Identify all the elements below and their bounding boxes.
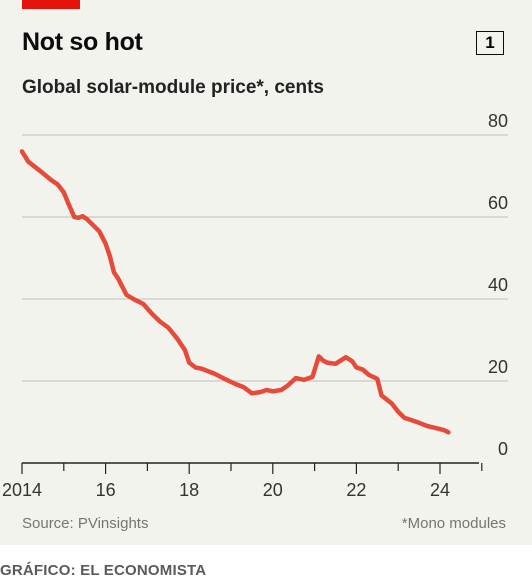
chart-number-badge: 1 [476,31,504,55]
chart-title: Not so hot [22,28,143,56]
chart-panel: Not so hot 1 Global solar-module price*,… [0,0,532,545]
brand-accent-bar [22,0,80,9]
x-tick-label: 2014 [2,480,42,500]
chart-subtitle: Global solar-module price*, cents [22,77,324,98]
line-chart: 0 20 40 60 80 2014 16 18 20 22 24 [2,111,508,500]
x-tick-label: 24 [430,480,450,500]
y-tick-label: 60 [488,193,508,213]
x-tick-label: 22 [346,480,366,500]
y-tick-label: 80 [488,111,508,131]
footnote: *Mono modules [401,515,506,532]
x-tick-label: 18 [179,480,199,500]
x-tick-label: 20 [263,480,283,500]
y-tick-label: 40 [488,275,508,295]
price-series-line [19,149,451,435]
y-tick-label: 20 [488,357,508,377]
source-note: Source: PVinsights [22,515,149,532]
graphic-credit: GRÁFICO: EL ECONOMISTA [0,562,207,579]
x-tick-label: 16 [96,480,116,500]
y-tick-label: 0 [498,439,508,459]
